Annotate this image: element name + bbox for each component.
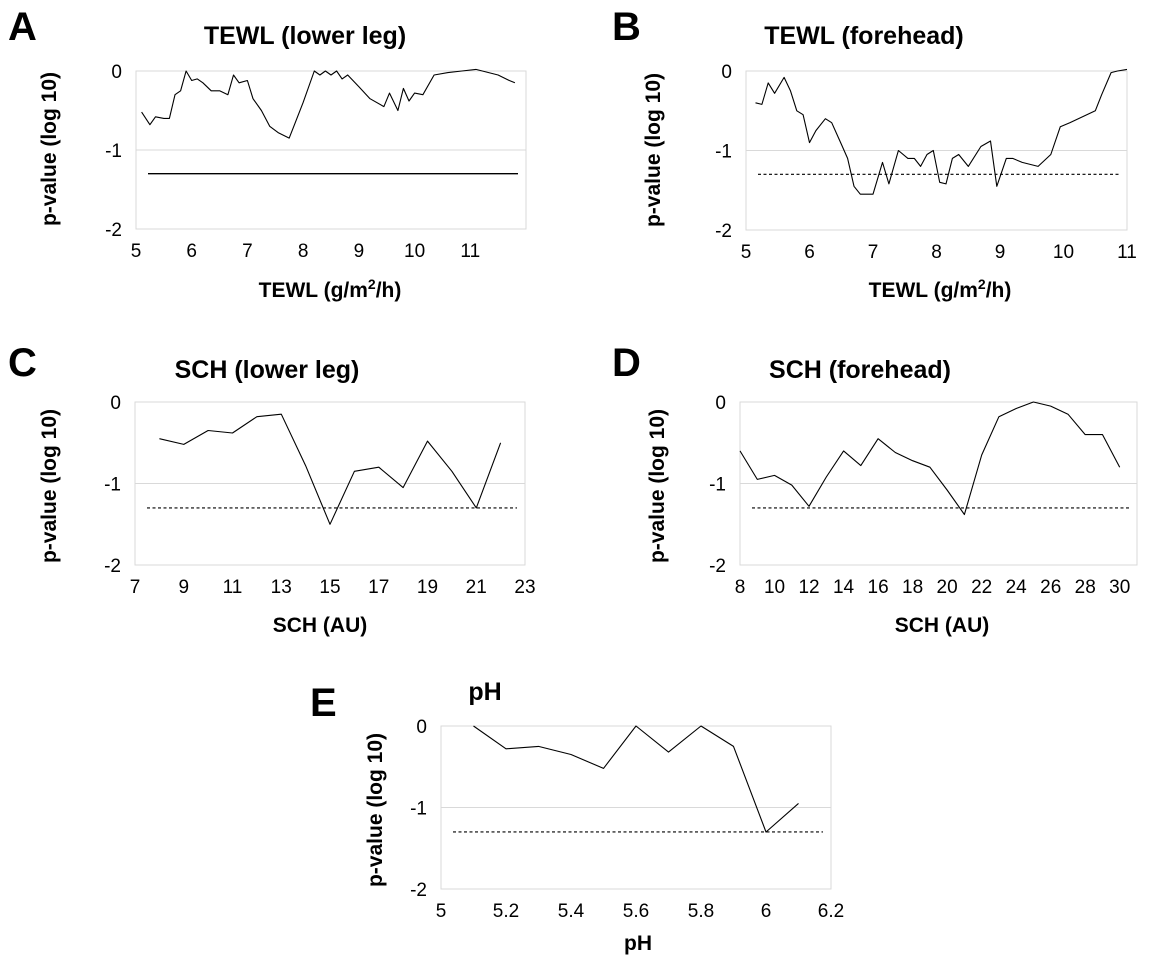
panel-a: A TEWL (lower leg) p-value (log 10) TEWL… [8, 5, 527, 302]
x-tick-label-e: 6 [761, 901, 772, 922]
y-tick-label-d: 0 [715, 393, 726, 414]
y-tick-label-a: 0 [111, 62, 122, 83]
panel-letter-d: D [612, 341, 641, 385]
x-tick-label-a: 10 [404, 241, 425, 262]
panel-letter-b: B [612, 5, 641, 49]
x-tick-label-b: 11 [1117, 242, 1137, 263]
y-axis-label-b: p-value (log 10) [642, 73, 665, 227]
panel-c: C SCH (lower leg) p-value (log 10) SCH (… [8, 341, 536, 637]
x-tick-label-a: 6 [186, 241, 197, 262]
y-tick-label-e: -2 [410, 880, 427, 901]
y-tick-label-a: -1 [105, 141, 122, 162]
x-tick-label-d: 22 [971, 577, 992, 598]
x-tick-label-e: 5.4 [558, 901, 585, 922]
x-tick-label-c: 9 [178, 577, 189, 598]
panel-b: B TEWL (forehead) p-value (log 10) TEWL … [612, 5, 1137, 302]
x-tick-label-d: 20 [937, 577, 958, 598]
x-tick-label-e: 6.2 [818, 901, 844, 922]
plot-area-e: 0 -1 -2 5 5.2 5.4 5.6 5.8 6 6.2 [410, 717, 844, 922]
panel-letter-a: A [8, 5, 37, 49]
x-tick-label-b: 6 [804, 242, 815, 263]
x-tick-label-e: 5.8 [688, 901, 714, 922]
x-tick-label-d: 30 [1109, 577, 1130, 598]
y-tick-label-b: 0 [721, 62, 732, 83]
panel-d: D SCH (forehead) p-value (log 10) SCH (A… [612, 341, 1138, 637]
x-tick-label-a: 5 [131, 241, 142, 262]
x-tick-label-d: 12 [798, 577, 819, 598]
x-tick-label-d: 16 [868, 577, 889, 598]
y-tick-label-e: 0 [416, 717, 427, 738]
x-tick-label-e: 5 [436, 901, 447, 922]
x-tick-label-c: 15 [319, 577, 340, 598]
y-tick-label-c: -2 [104, 556, 121, 577]
x-tick-label-a: 11 [460, 241, 480, 262]
chart-title-a: TEWL (lower leg) [204, 22, 406, 50]
x-axis-label-d: SCH (AU) [895, 614, 990, 637]
x-tick-label-b: 7 [868, 242, 879, 263]
x-tick-label-c: 21 [466, 577, 487, 598]
x-tick-label-e: 5.2 [493, 901, 519, 922]
series-line-a [141, 68, 516, 139]
plot-area-c: 0 -1 -2 7 9 11 13 15 17 19 21 23 [104, 393, 535, 598]
series-line-e [473, 725, 799, 833]
y-tick-label-a: -2 [105, 220, 122, 241]
x-tick-label-c: 23 [514, 577, 535, 598]
plot-area-d: 0 -1 -2 8 10 12 14 16 18 20 22 24 26 28 30 [709, 393, 1138, 598]
x-tick-label-c: 11 [223, 577, 243, 598]
panel-e: E pH p-value (log 10) pH 0 -1 -2 5 5.2 5.4 5.6… [310, 678, 844, 955]
x-tick-label-b: 10 [1053, 242, 1074, 263]
x-axis-label-e: pH [624, 932, 652, 955]
y-axis-label-a: p-value (log 10) [38, 72, 61, 226]
series-line-c [159, 413, 502, 525]
y-tick-label-d: -1 [709, 475, 726, 496]
x-tick-label-d: 24 [1006, 577, 1028, 598]
chart-title-d: SCH (forehead) [769, 356, 951, 384]
chart-title-e: pH [468, 678, 501, 706]
x-tick-label-a: 9 [354, 241, 365, 262]
y-tick-label-c: -1 [104, 475, 121, 496]
x-axis-label-a: TEWL (g/m2/h) [259, 276, 402, 302]
x-tick-label-d: 26 [1040, 577, 1061, 598]
series-line-b [755, 68, 1128, 195]
y-tick-label-b: -2 [715, 221, 732, 242]
panel-letter-c: C [8, 341, 37, 385]
x-tick-label-c: 13 [271, 577, 292, 598]
y-tick-label-c: 0 [110, 393, 121, 414]
x-tick-label-a: 7 [242, 241, 253, 262]
x-tick-label-b: 9 [995, 242, 1006, 263]
x-tick-label-a: 8 [298, 241, 309, 262]
x-tick-label-e: 5.6 [623, 901, 649, 922]
x-tick-label-d: 8 [735, 577, 746, 598]
y-tick-label-e: -1 [410, 799, 427, 820]
chart-title-b: TEWL (forehead) [764, 22, 964, 50]
y-axis-label-d: p-value (log 10) [646, 409, 669, 563]
y-axis-label-e: p-value (log 10) [364, 733, 387, 887]
y-tick-label-b: -1 [715, 142, 732, 163]
x-tick-label-b: 8 [931, 242, 942, 263]
x-tick-label-c: 19 [417, 577, 438, 598]
plot-area-b: 0 -1 -2 5 6 7 8 9 10 11 [715, 62, 1137, 263]
chart-title-c: SCH (lower leg) [175, 356, 360, 384]
x-axis-label-c: SCH (AU) [273, 614, 368, 637]
y-axis-label-c: p-value (log 10) [38, 409, 61, 563]
x-tick-label-d: 10 [764, 577, 785, 598]
plot-area-a: 0 -1 -2 5 6 7 8 9 10 11 [105, 62, 527, 262]
x-tick-label-d: 18 [902, 577, 923, 598]
x-tick-label-c: 17 [368, 577, 389, 598]
x-tick-label-d: 28 [1075, 577, 1096, 598]
series-line-d [739, 401, 1121, 516]
y-tick-label-d: -2 [709, 556, 726, 577]
x-tick-label-b: 5 [741, 242, 752, 263]
x-tick-label-c: 7 [130, 577, 141, 598]
x-axis-label-b: TEWL (g/m2/h) [869, 276, 1012, 302]
x-tick-label-d: 14 [833, 577, 855, 598]
panel-letter-e: E [310, 681, 337, 725]
